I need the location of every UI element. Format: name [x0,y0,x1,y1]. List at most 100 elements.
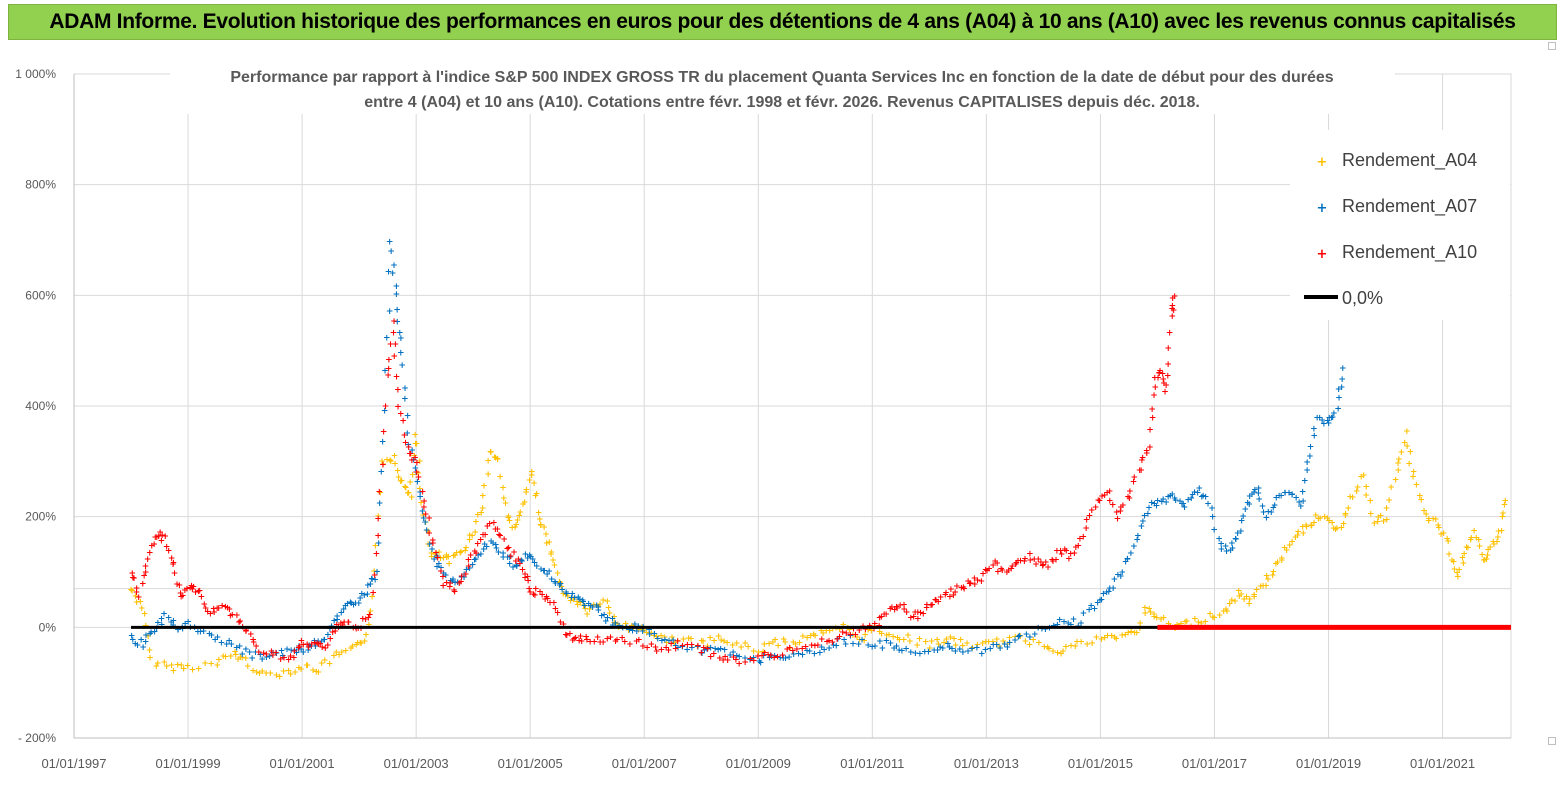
point-a07: + [408,446,416,456]
point-a07: + [174,626,182,636]
point-a04: + [227,652,235,662]
point-a04: + [1353,487,1361,497]
point-a10: + [285,655,293,665]
point-a07: + [321,636,329,646]
point-a10: + [1082,524,1090,534]
x-tick-label: 01/01/2021 [1410,756,1475,771]
resize-handle-bottom-right[interactable] [1548,737,1556,745]
point-a04: + [1312,511,1320,521]
point-a07: + [944,640,952,650]
point-a07: + [1127,549,1135,559]
point-a10: + [156,528,164,538]
point-a10: + [429,536,437,546]
point-a07: + [437,564,445,574]
point-a10: + [732,655,740,665]
point-a07: + [248,654,256,664]
point-a04: + [1418,496,1426,506]
point-a04: + [741,639,749,649]
point-a04: + [387,457,395,467]
point-a07: + [1064,619,1072,629]
point-a07: + [551,578,559,588]
point-a10: + [774,653,782,663]
point-a10: + [893,604,901,614]
point-a04: + [189,665,197,675]
point-a04: + [512,521,520,531]
point-a07: + [492,540,500,550]
chart-title-line1: Performance par rapport à l'indice S&P 5… [230,69,1333,86]
point-a07: + [518,557,526,567]
point-a07: + [711,644,719,654]
point-a10: + [1130,478,1138,488]
point-a04: + [1460,549,1468,559]
point-a07: + [364,581,372,591]
point-a04: + [517,508,525,518]
point-a04: + [1062,643,1070,653]
point-a10: + [554,609,562,619]
point-a07: + [1106,584,1114,594]
point-a10: + [296,642,304,652]
point-a04: + [759,648,767,658]
point-a07: + [916,649,924,659]
point-a04: + [698,637,706,647]
point-a07: + [887,639,895,649]
point-a04: + [900,635,908,645]
resize-handle-top-right[interactable] [1548,42,1556,50]
point-a10: + [1114,515,1122,525]
point-a10: + [1063,547,1071,557]
point-a04: + [1425,517,1433,527]
point-a07: + [1335,393,1343,403]
point-a07: + [1196,484,1204,494]
point-a10: + [165,547,173,557]
point-a07: + [585,600,593,610]
point-a07: + [952,647,960,657]
point-a07: + [318,637,326,647]
point-a04: + [138,604,146,614]
point-a04: + [456,549,464,559]
point-a10: + [1159,370,1167,380]
point-a07: + [1191,488,1199,498]
point-a07: + [1299,488,1307,498]
point-a10: + [839,628,847,638]
point-a10: + [340,618,348,628]
point-a04: + [1223,607,1231,617]
point-a10: + [964,577,972,587]
point-a07: + [458,573,466,583]
point-a04: + [318,659,326,669]
point-a04: + [342,647,350,657]
point-a07: + [766,654,774,664]
point-a07: + [495,548,503,558]
point-a10: + [880,610,888,620]
point-a04: + [836,625,844,635]
point-a10: + [218,602,226,612]
point-a04: + [267,669,275,679]
point-a07: + [847,631,855,641]
point-a04: + [370,567,378,577]
point-a10: + [1106,487,1114,497]
point-a10: + [369,588,377,598]
point-a10: + [399,416,407,426]
point-a04: + [195,665,203,675]
point-a07: + [423,526,431,536]
point-a10: + [1119,501,1127,511]
point-a07: + [242,645,250,655]
point-a04: + [170,667,178,677]
point-a10: + [1171,292,1179,302]
point-a04: + [1288,538,1296,548]
point-a04: + [596,600,604,610]
point-a10: + [1161,387,1169,397]
point-a04: + [957,635,965,645]
point-a07: + [1180,499,1188,509]
point-a10: + [333,621,341,631]
point-a07: + [557,580,565,590]
point-a07: + [342,601,350,611]
point-a10: + [516,559,524,569]
point-a07: + [404,412,412,422]
point-a04: + [309,666,317,676]
point-a10: + [406,450,414,460]
point-a04: + [154,659,162,669]
point-a04: + [356,639,364,649]
point-a07: + [795,649,803,659]
point-a04: + [315,668,323,678]
point-a07: + [1011,636,1019,646]
